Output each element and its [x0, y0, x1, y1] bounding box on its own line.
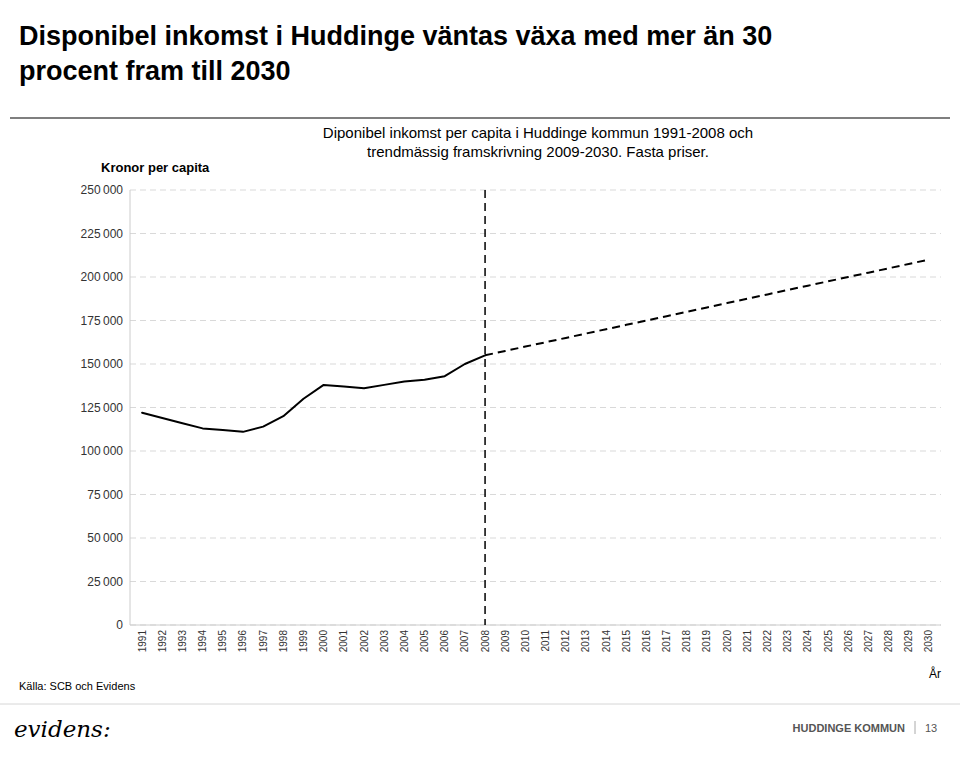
grid-line	[130, 538, 941, 539]
divider-line	[484, 190, 486, 625]
x-tick-label: 2030	[923, 630, 934, 653]
y-tick-label: 175 000	[81, 314, 124, 328]
y-tick-label: 25 000	[87, 575, 123, 589]
y-tick-label: 50 000	[87, 531, 123, 545]
x-tick-label: 2028	[883, 630, 894, 653]
subtitle-line: trendmässig framskrivning 2009-2030. Fas…	[367, 143, 709, 160]
title-rule	[10, 117, 950, 118]
grid-line	[130, 625, 941, 626]
y-tick-label: 100 000	[81, 444, 124, 458]
x-tick-label: 2001	[338, 630, 349, 653]
x-tick-label: 1991	[137, 630, 148, 653]
y-axis-label: Kronor per capita	[101, 160, 210, 175]
y-tick-label: 0	[116, 618, 123, 632]
x-tick-label: 2010	[520, 630, 531, 653]
y-tick-label: 250 000	[81, 183, 124, 197]
x-tick-label: 1995	[217, 630, 228, 653]
source-note: Källa: SCB och Evidens	[19, 680, 136, 692]
title-line: Disponibel inkomst i Huddinge väntas väx…	[19, 21, 772, 51]
x-tick-label: 2015	[621, 630, 632, 653]
grid-line	[130, 233, 941, 234]
x-tick-label: 1994	[197, 630, 208, 653]
x-tick-label: 2005	[419, 630, 430, 653]
footer-logo: evidens:	[14, 716, 111, 742]
x-tick-label: 2018	[681, 630, 692, 653]
x-tick-label: 2006	[439, 630, 450, 653]
x-tick-label: 1992	[157, 630, 168, 653]
grid-line	[130, 407, 941, 408]
x-tick-label: 2019	[701, 630, 712, 653]
x-tick-label: 1997	[258, 630, 269, 653]
trend-line	[485, 260, 929, 356]
footer-rule	[0, 704, 960, 705]
title: Disponibel inkomst i Huddinge väntas väx…	[19, 21, 772, 86]
y-grid	[130, 190, 941, 625]
grid-line	[130, 581, 941, 582]
x-axis-line	[130, 625, 941, 626]
grid-line	[130, 320, 941, 321]
background	[0, 0, 960, 761]
footer-page: 13	[925, 722, 937, 734]
grid-line	[130, 190, 941, 191]
x-tick-label: 2027	[863, 630, 874, 653]
subtitle-line: Diponibel inkomst per capita i Huddinge …	[323, 124, 753, 141]
x-tick-label: 1996	[237, 630, 248, 653]
grid-line	[130, 451, 941, 452]
x-tick-label: 2012	[560, 630, 571, 653]
x-tick-label: 2016	[641, 630, 652, 653]
subtitle: Diponibel inkomst per capita i Huddinge …	[323, 124, 753, 160]
x-tick-label: 2024	[802, 630, 813, 653]
x-tick-label: 2014	[601, 630, 612, 653]
x-tick-label: 2025	[823, 630, 834, 653]
x-tick-label: 2026	[843, 630, 854, 653]
x-tick-label: 1993	[177, 630, 188, 653]
history-line	[142, 355, 485, 432]
x-tick-label: 2000	[318, 630, 329, 653]
x-tick-label: 2008	[480, 630, 491, 653]
y-tick-label: 75 000	[87, 488, 123, 502]
y-axis-line	[130, 190, 131, 625]
x-tick-label: 2009	[500, 630, 511, 653]
title-line: procent fram till 2030	[19, 56, 291, 86]
x-tick-label: 2022	[762, 630, 773, 653]
x-tick-label: 2011	[540, 630, 551, 652]
x-tick-label: 2013	[580, 630, 591, 653]
x-tick-label: 2029	[903, 630, 914, 653]
x-tick-label: 2004	[399, 630, 410, 653]
x-tick-label: 2003	[379, 630, 390, 653]
grid-line	[130, 364, 941, 365]
x-tick-label: 1998	[278, 630, 289, 653]
x-axis-label: År	[929, 666, 941, 681]
x-tick-label: 2021	[742, 630, 753, 653]
footer-organisation: HUDDINGE KOMMUN	[793, 722, 905, 734]
x-tick-label: 2002	[359, 630, 370, 653]
x-tick-label: 2023	[782, 630, 793, 653]
x-tick-label: 2020	[722, 630, 733, 653]
plot-data	[142, 190, 929, 625]
grid-line	[130, 494, 941, 495]
y-tick-label: 125 000	[81, 401, 124, 415]
grid-line	[130, 277, 941, 278]
x-tick-label: 1999	[298, 630, 309, 653]
y-tick-label: 150 000	[81, 357, 124, 371]
y-tick-label: 200 000	[81, 270, 124, 284]
y-tick-label: 225 000	[81, 227, 124, 241]
x-tick-label: 2017	[661, 630, 672, 653]
footer-separator	[915, 721, 916, 734]
x-tick-label: 2007	[459, 630, 470, 653]
chart: Disponibel inkomst i Huddinge väntas väx…	[0, 0, 960, 761]
